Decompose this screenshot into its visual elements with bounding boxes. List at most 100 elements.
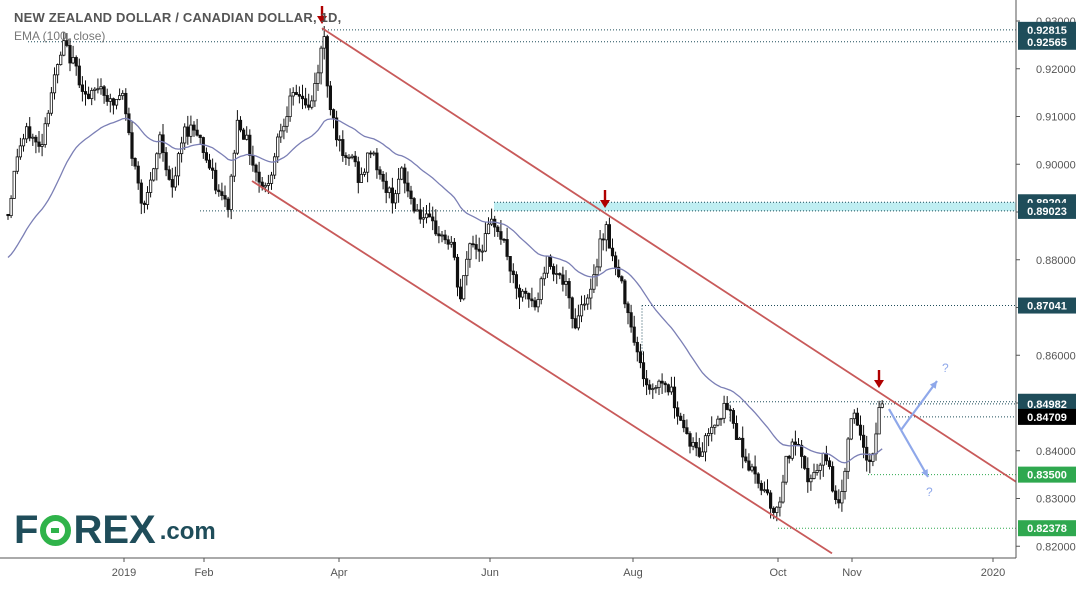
candle-body [468, 243, 472, 260]
forex-logo: F REX .com [14, 508, 216, 552]
candle [362, 168, 367, 177]
candle-body [765, 489, 770, 494]
candle [858, 415, 863, 441]
candle-body [666, 384, 670, 393]
candle [372, 150, 376, 157]
candle-body [46, 112, 50, 125]
x-tick-label: Oct [769, 567, 786, 579]
price-label-text: 0.84709 [1027, 412, 1067, 424]
y-tick-label: 0.83000 [1036, 494, 1076, 506]
candle-body [846, 438, 850, 472]
candle [691, 437, 695, 451]
candle [121, 90, 125, 100]
candle-body [672, 386, 677, 409]
candle [623, 279, 627, 309]
y-tick-label: 0.86000 [1036, 350, 1076, 362]
candle [579, 295, 584, 323]
candle-body [105, 95, 109, 102]
candle [96, 78, 100, 94]
logo-bar-icon [51, 527, 60, 533]
candle [210, 158, 215, 179]
candle [294, 84, 298, 96]
candle [455, 253, 460, 297]
candle [74, 55, 78, 76]
candle-body [369, 152, 373, 155]
candle [648, 379, 652, 395]
candle-body [121, 92, 125, 97]
candle-body [124, 92, 128, 115]
candle [170, 167, 174, 198]
candle-body [83, 91, 88, 95]
candle [400, 166, 404, 181]
candle-body [589, 288, 593, 299]
logo-suffix: .com [159, 518, 216, 545]
candle [812, 463, 816, 480]
candle-body [307, 104, 311, 108]
candle [446, 235, 450, 250]
candle [297, 86, 302, 104]
candle-body [152, 168, 156, 181]
logo-circle-icon [40, 514, 72, 546]
candle-body [530, 298, 534, 302]
candle [365, 152, 370, 183]
candle-body [254, 164, 258, 173]
candle-body [778, 501, 782, 508]
candle-body [679, 415, 683, 421]
candle-body [722, 402, 726, 419]
candle-body [874, 433, 878, 455]
candle-body [502, 238, 506, 241]
candle-body [452, 241, 457, 258]
candle [378, 166, 382, 180]
candle [93, 87, 97, 101]
candle [669, 376, 674, 395]
down-arrow-icon [600, 190, 610, 208]
candle [610, 238, 615, 262]
price-label-text: 0.87041 [1027, 301, 1067, 313]
candle-body [446, 239, 450, 245]
candle [586, 294, 590, 310]
candle-body [858, 424, 863, 436]
candle-body [59, 54, 63, 65]
candle-body [614, 255, 618, 268]
candle [161, 123, 165, 162]
y-tick-label: 0.90000 [1036, 159, 1076, 171]
candle [347, 154, 351, 166]
candle [12, 170, 16, 199]
candle [778, 496, 782, 517]
candle-body [700, 451, 705, 457]
candle-body [331, 109, 336, 119]
candle [635, 336, 639, 362]
candle [762, 481, 767, 493]
candle [666, 383, 670, 396]
candle [207, 153, 212, 170]
candle [694, 432, 698, 457]
candle [155, 152, 159, 181]
candle-body [21, 138, 26, 147]
candle-body [161, 134, 165, 153]
x-tick-label: Apr [330, 567, 347, 579]
candle-body [815, 469, 819, 473]
candle [837, 489, 841, 509]
candle [759, 480, 763, 496]
candle-body [505, 239, 509, 257]
candle [176, 151, 181, 186]
candle-body [167, 169, 171, 180]
candle [685, 419, 689, 435]
price-label-text: 0.84982 [1027, 399, 1067, 411]
candle [840, 479, 844, 512]
candle-body [390, 187, 395, 204]
candle [229, 173, 233, 220]
candle [855, 407, 860, 426]
candle [458, 278, 463, 302]
candle-body [676, 407, 680, 417]
candle [52, 67, 57, 100]
candle-body [691, 442, 695, 447]
candle-body [241, 129, 246, 140]
price-label-text: 0.89023 [1027, 206, 1067, 218]
y-tick-label: 0.82000 [1036, 541, 1076, 553]
candle [424, 205, 429, 224]
candle [756, 472, 760, 489]
price-label: 0.83500 [1018, 466, 1076, 483]
